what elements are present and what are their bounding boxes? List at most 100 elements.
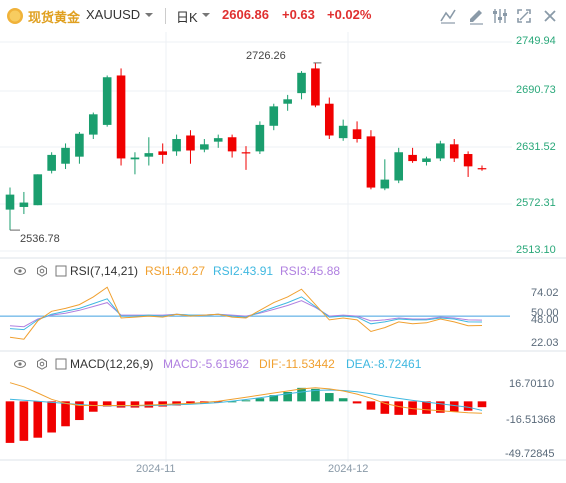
macd-bar xyxy=(283,391,292,402)
macd-bar xyxy=(477,401,487,408)
candle-body xyxy=(366,136,376,188)
draw-icon[interactable] xyxy=(466,6,486,26)
eye-icon[interactable] xyxy=(14,357,26,369)
candle-body xyxy=(422,158,431,162)
macd-bar xyxy=(144,401,154,408)
macd-bar xyxy=(255,398,265,402)
macd-bar xyxy=(241,400,251,402)
candle-body xyxy=(449,144,459,159)
candle-body xyxy=(75,133,84,157)
macd-bar xyxy=(5,401,15,443)
symbol-name[interactable]: 现货黄金 xyxy=(28,10,81,25)
candle-body xyxy=(130,157,140,160)
fullscreen-icon[interactable] xyxy=(514,6,534,26)
candle-body xyxy=(297,72,306,94)
dif-line xyxy=(9,382,483,414)
candle-body xyxy=(172,139,181,152)
rsi-axis-label: 22.03 xyxy=(531,337,559,349)
price-change: +0.63 xyxy=(282,7,315,22)
price-axis-label: 2572.31 xyxy=(516,197,556,209)
rsi2-line xyxy=(9,296,483,331)
expand-icon[interactable] xyxy=(55,357,67,370)
macd-histogram xyxy=(5,387,487,443)
macd-bar xyxy=(436,401,445,413)
candle-body xyxy=(33,174,43,206)
price-axis-label: 2631.52 xyxy=(516,141,556,153)
macd-bar xyxy=(324,393,334,402)
chevron-down-icon[interactable] xyxy=(142,8,156,22)
candle-body xyxy=(213,138,223,142)
macd-bar xyxy=(102,401,112,407)
indicator-icon[interactable] xyxy=(438,6,458,26)
candle-body xyxy=(394,152,404,181)
chevron-down-icon[interactable] xyxy=(199,8,213,22)
macd-bar xyxy=(88,401,98,412)
macd-bar xyxy=(116,401,126,408)
x-axis-label: 2024-11 xyxy=(136,463,176,475)
candle-body xyxy=(477,168,487,170)
macd-bar xyxy=(61,401,70,427)
rsi-axis-label: 50.00 xyxy=(531,307,559,319)
macd-bar xyxy=(19,401,29,441)
macd-bar xyxy=(297,387,306,402)
candle-body xyxy=(88,114,98,135)
candlestick-series xyxy=(5,62,487,231)
macd-bar xyxy=(449,401,459,412)
chart-canvas[interactable] xyxy=(0,32,566,483)
header-divider xyxy=(165,8,166,24)
rsi1-line xyxy=(9,286,483,340)
macd-bar xyxy=(380,401,390,414)
candle-body xyxy=(116,75,126,159)
macd-axis-label: 16.70110 xyxy=(509,378,555,390)
macd-value: MACD:-5.61962 xyxy=(163,357,250,371)
candle-body xyxy=(102,77,112,125)
candle-body xyxy=(436,143,445,159)
symbol-code[interactable]: XAUUSD xyxy=(86,7,141,22)
candle-body xyxy=(380,179,390,189)
candle-body xyxy=(241,152,251,154)
settings-icon[interactable] xyxy=(490,6,510,26)
rsi-axis-label: 48.00 xyxy=(531,314,559,326)
candle-body xyxy=(352,129,362,140)
price-axis-label: 2513.10 xyxy=(516,244,556,256)
eye-icon[interactable] xyxy=(14,264,26,276)
close-icon[interactable] xyxy=(540,6,560,26)
macd-bar xyxy=(33,401,43,438)
chart-header: 现货黄金 XAUUSD 日K 2606.86 +0.63 +0.02% xyxy=(0,0,566,32)
current-price: 2606.86 xyxy=(222,7,269,22)
price-axis-label: 2690.73 xyxy=(516,84,556,96)
macd-bar xyxy=(422,401,431,414)
macd-bar xyxy=(158,401,168,407)
chart-grid xyxy=(0,32,566,462)
candle-body xyxy=(463,154,473,167)
macd-name: MACD(12,26,9) xyxy=(70,357,154,371)
dif-value: DIF:-11.53442 xyxy=(259,357,335,371)
candle-body xyxy=(47,154,56,171)
settings-icon[interactable] xyxy=(36,357,48,370)
candle-body xyxy=(408,154,417,162)
macd-bar xyxy=(227,401,237,403)
expand-icon[interactable] xyxy=(55,264,67,277)
gold-coin-icon xyxy=(6,7,24,25)
x-axis-label: 2024-12 xyxy=(328,463,369,475)
candle-body xyxy=(19,202,29,207)
rsi3-value: RSI3:45.88 xyxy=(280,264,341,278)
candle-body xyxy=(227,137,237,152)
rsi-name: RSI(7,14,21) xyxy=(70,264,139,278)
high-price-label: 2726.26 xyxy=(246,50,286,62)
timeframe-selector[interactable]: 日K xyxy=(176,10,198,25)
candle-body xyxy=(186,135,195,151)
candle-body xyxy=(283,99,292,104)
rsi-axis-label: 74.02 xyxy=(531,287,559,299)
candle-body xyxy=(200,144,209,150)
candle-body xyxy=(311,68,320,106)
macd-lines xyxy=(9,382,483,414)
macd-bar xyxy=(352,401,362,404)
candle-body xyxy=(255,124,265,152)
macd-bar xyxy=(394,401,404,415)
macd-bar xyxy=(338,398,348,402)
settings-icon[interactable] xyxy=(36,264,48,277)
low-price-label: 2536.78 xyxy=(20,233,60,245)
rsi-lines xyxy=(0,286,510,340)
candle-body xyxy=(158,151,168,155)
